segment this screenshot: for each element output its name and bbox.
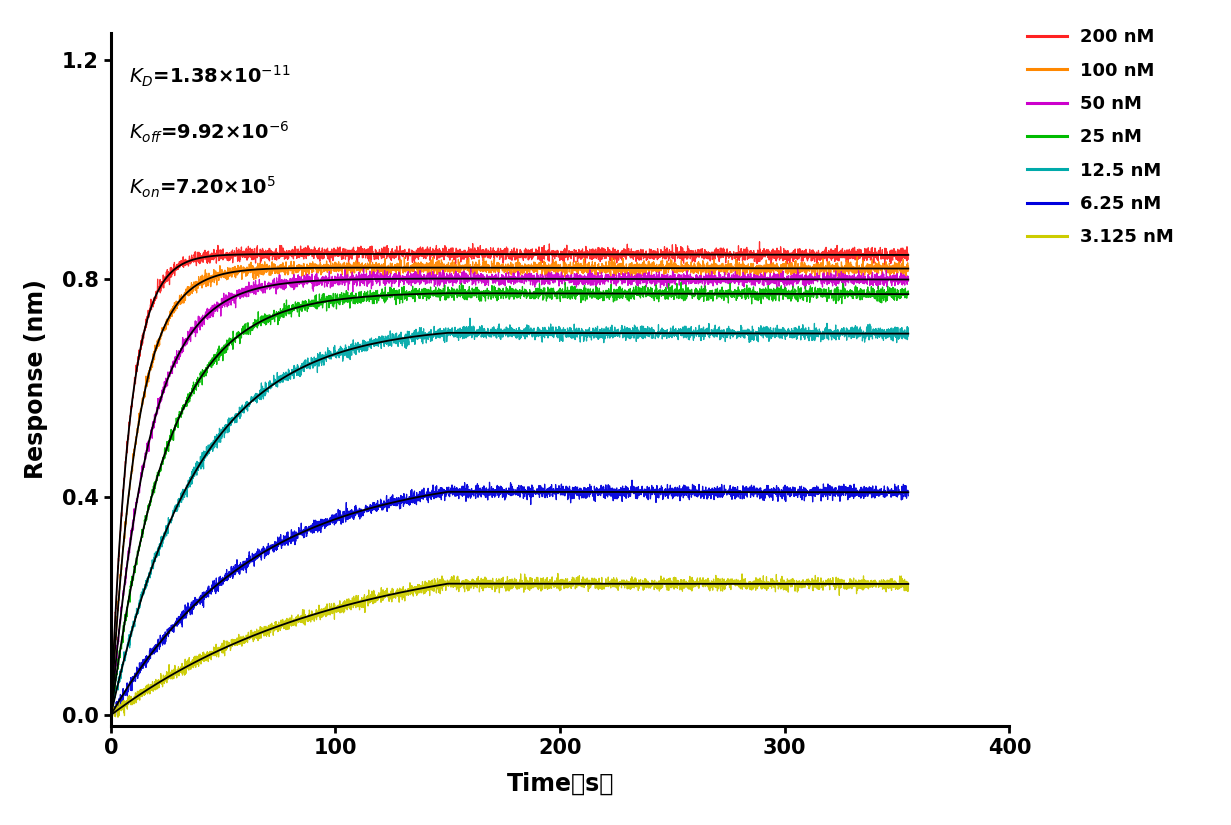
Legend: 200 nM, 100 nM, 50 nM, 25 nM, 12.5 nM, 6.25 nM, 3.125 nM: 200 nM, 100 nM, 50 nM, 25 nM, 12.5 nM, 6…	[1028, 28, 1173, 246]
Text: $K_D$=1.38×10$^{-11}$: $K_D$=1.38×10$^{-11}$	[129, 64, 291, 89]
Text: $K_{off}$=9.92×10$^{-6}$: $K_{off}$=9.92×10$^{-6}$	[129, 120, 289, 145]
Text: $K_{on}$=7.20×10$^5$: $K_{on}$=7.20×10$^5$	[129, 175, 276, 200]
X-axis label: Time（s）: Time（s）	[506, 771, 614, 795]
Y-axis label: Response (nm): Response (nm)	[25, 280, 48, 479]
